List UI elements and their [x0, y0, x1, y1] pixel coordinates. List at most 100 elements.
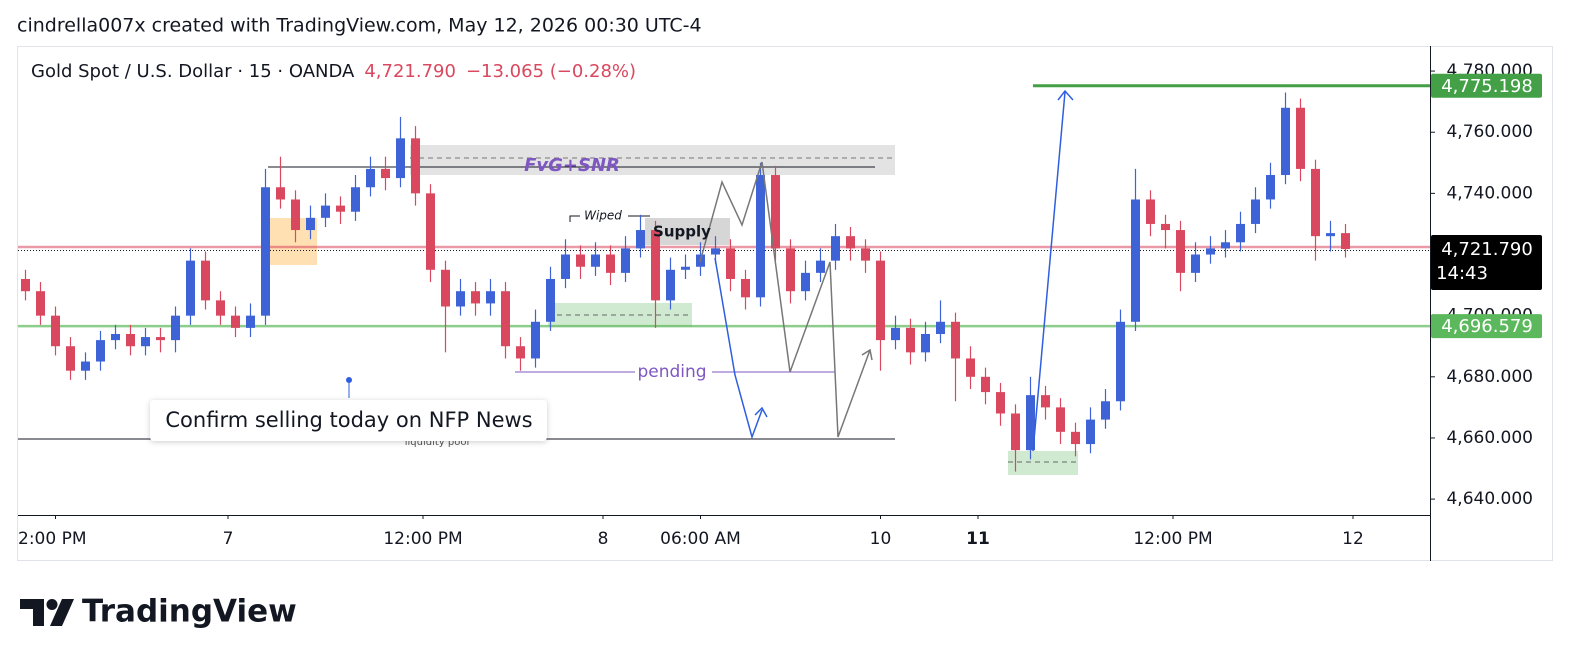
supply-label: Supply [653, 223, 711, 241]
wiped-line [569, 215, 580, 222]
candle-body [1101, 401, 1110, 420]
candle-body [336, 205, 345, 212]
note-text: Confirm selling today on NFP News [165, 408, 532, 432]
chart-title: Gold Spot / U.S. Dollar · 15 · OANDA 4,72… [31, 61, 636, 82]
candle-body [111, 334, 120, 341]
candle-body [1116, 321, 1125, 402]
candle-body [246, 315, 255, 328]
candle-body [66, 346, 75, 371]
candle-body [36, 291, 45, 316]
candle-body [816, 260, 825, 273]
candle-body [486, 291, 495, 304]
last-price-label: 4,721.790 [1441, 239, 1533, 260]
candle-body [396, 138, 405, 179]
candle-body [21, 278, 30, 292]
candle-body [321, 205, 330, 218]
candle-body [1281, 107, 1290, 176]
demand-zone [1008, 451, 1078, 475]
candle-body [411, 138, 420, 194]
candle-body [771, 175, 780, 249]
candle-body [186, 260, 195, 316]
candle-body [576, 254, 585, 267]
candle-body [531, 321, 540, 359]
candle-body [501, 291, 510, 347]
y-tick-label: 4,660.000 [1446, 428, 1533, 448]
candle-body [1326, 233, 1335, 237]
candle-body [1011, 413, 1020, 451]
candle-body [96, 340, 105, 362]
last-price-bg [1431, 235, 1542, 291]
candle-body [171, 315, 180, 341]
fvg-label: FvG+SNR [524, 155, 620, 176]
candle-body [1206, 248, 1215, 255]
wiped-label: Wiped [584, 209, 622, 223]
price-label-bg [1431, 314, 1542, 339]
candle-body [201, 260, 210, 301]
candle-body [516, 346, 525, 359]
projection-path [699, 161, 871, 438]
candle-body [651, 230, 660, 301]
chart-frame [17, 46, 1553, 561]
candle-body [1341, 233, 1350, 250]
candle-body [231, 315, 240, 328]
candle-body [981, 376, 990, 393]
candle-body [291, 199, 300, 231]
candle-body [1311, 168, 1320, 237]
candle-body [381, 168, 390, 179]
candle-body [786, 248, 795, 292]
candle-body [141, 337, 150, 347]
candle-body [216, 300, 225, 316]
candle-body [51, 315, 60, 347]
header: cindrella007x created with TradingView.c… [17, 15, 702, 37]
candle-body [801, 272, 810, 292]
countdown: 14:43 [1436, 263, 1488, 284]
x-tick-label: 7 [223, 529, 234, 549]
candle-body [126, 334, 135, 347]
drawings-back [18, 84, 1430, 475]
arrow-head [754, 406, 768, 418]
price-change: −13.065 (−0.28%) [466, 61, 636, 82]
candle-body [951, 321, 960, 359]
candle-body [1026, 395, 1035, 451]
candle-body [546, 278, 555, 322]
liquidity-label: liquidity pool [405, 437, 470, 448]
logo-mark [46, 599, 58, 610]
candle-body [1191, 254, 1200, 273]
candle-body [471, 291, 480, 304]
projection-path [1032, 91, 1066, 452]
candle-body [456, 291, 465, 307]
x-tick-label: 12 [1342, 529, 1364, 549]
candle-body [441, 269, 450, 307]
candle-body [1221, 242, 1230, 249]
candle-body [936, 321, 945, 335]
symbol: Gold Spot / U.S. Dollar · 15 · OANDA [31, 61, 355, 82]
x-tick-label: 12:00 PM [383, 529, 462, 549]
logo-mark [50, 599, 74, 626]
candle-body [1236, 223, 1245, 243]
candle-body [756, 175, 765, 298]
legend-bg [26, 58, 626, 86]
candle-body [636, 230, 645, 249]
candle-body [261, 187, 270, 316]
y-tick-label: 4,680.000 [1446, 367, 1533, 387]
brand-logo: TradingView [20, 594, 297, 630]
x-tick-label: 8 [598, 529, 609, 549]
price-label: 4,775.198 [1441, 76, 1533, 97]
candle-body [906, 327, 915, 353]
price-label-bg [1431, 73, 1542, 98]
candle-body [711, 248, 720, 255]
candle-body [1071, 431, 1080, 445]
last-price: 4,721.790 [364, 61, 456, 82]
candle-body [1176, 230, 1185, 273]
candle-body [861, 248, 870, 261]
candle-body [891, 327, 900, 341]
candle-body [681, 266, 690, 270]
note-anchor [346, 377, 352, 383]
candle-body [1296, 107, 1305, 169]
candle-body [366, 168, 375, 188]
projection-path [714, 257, 763, 440]
candle-body [1131, 199, 1140, 322]
x-tick-label: 12:00 PM [1133, 529, 1212, 549]
candle-body [1161, 223, 1170, 231]
